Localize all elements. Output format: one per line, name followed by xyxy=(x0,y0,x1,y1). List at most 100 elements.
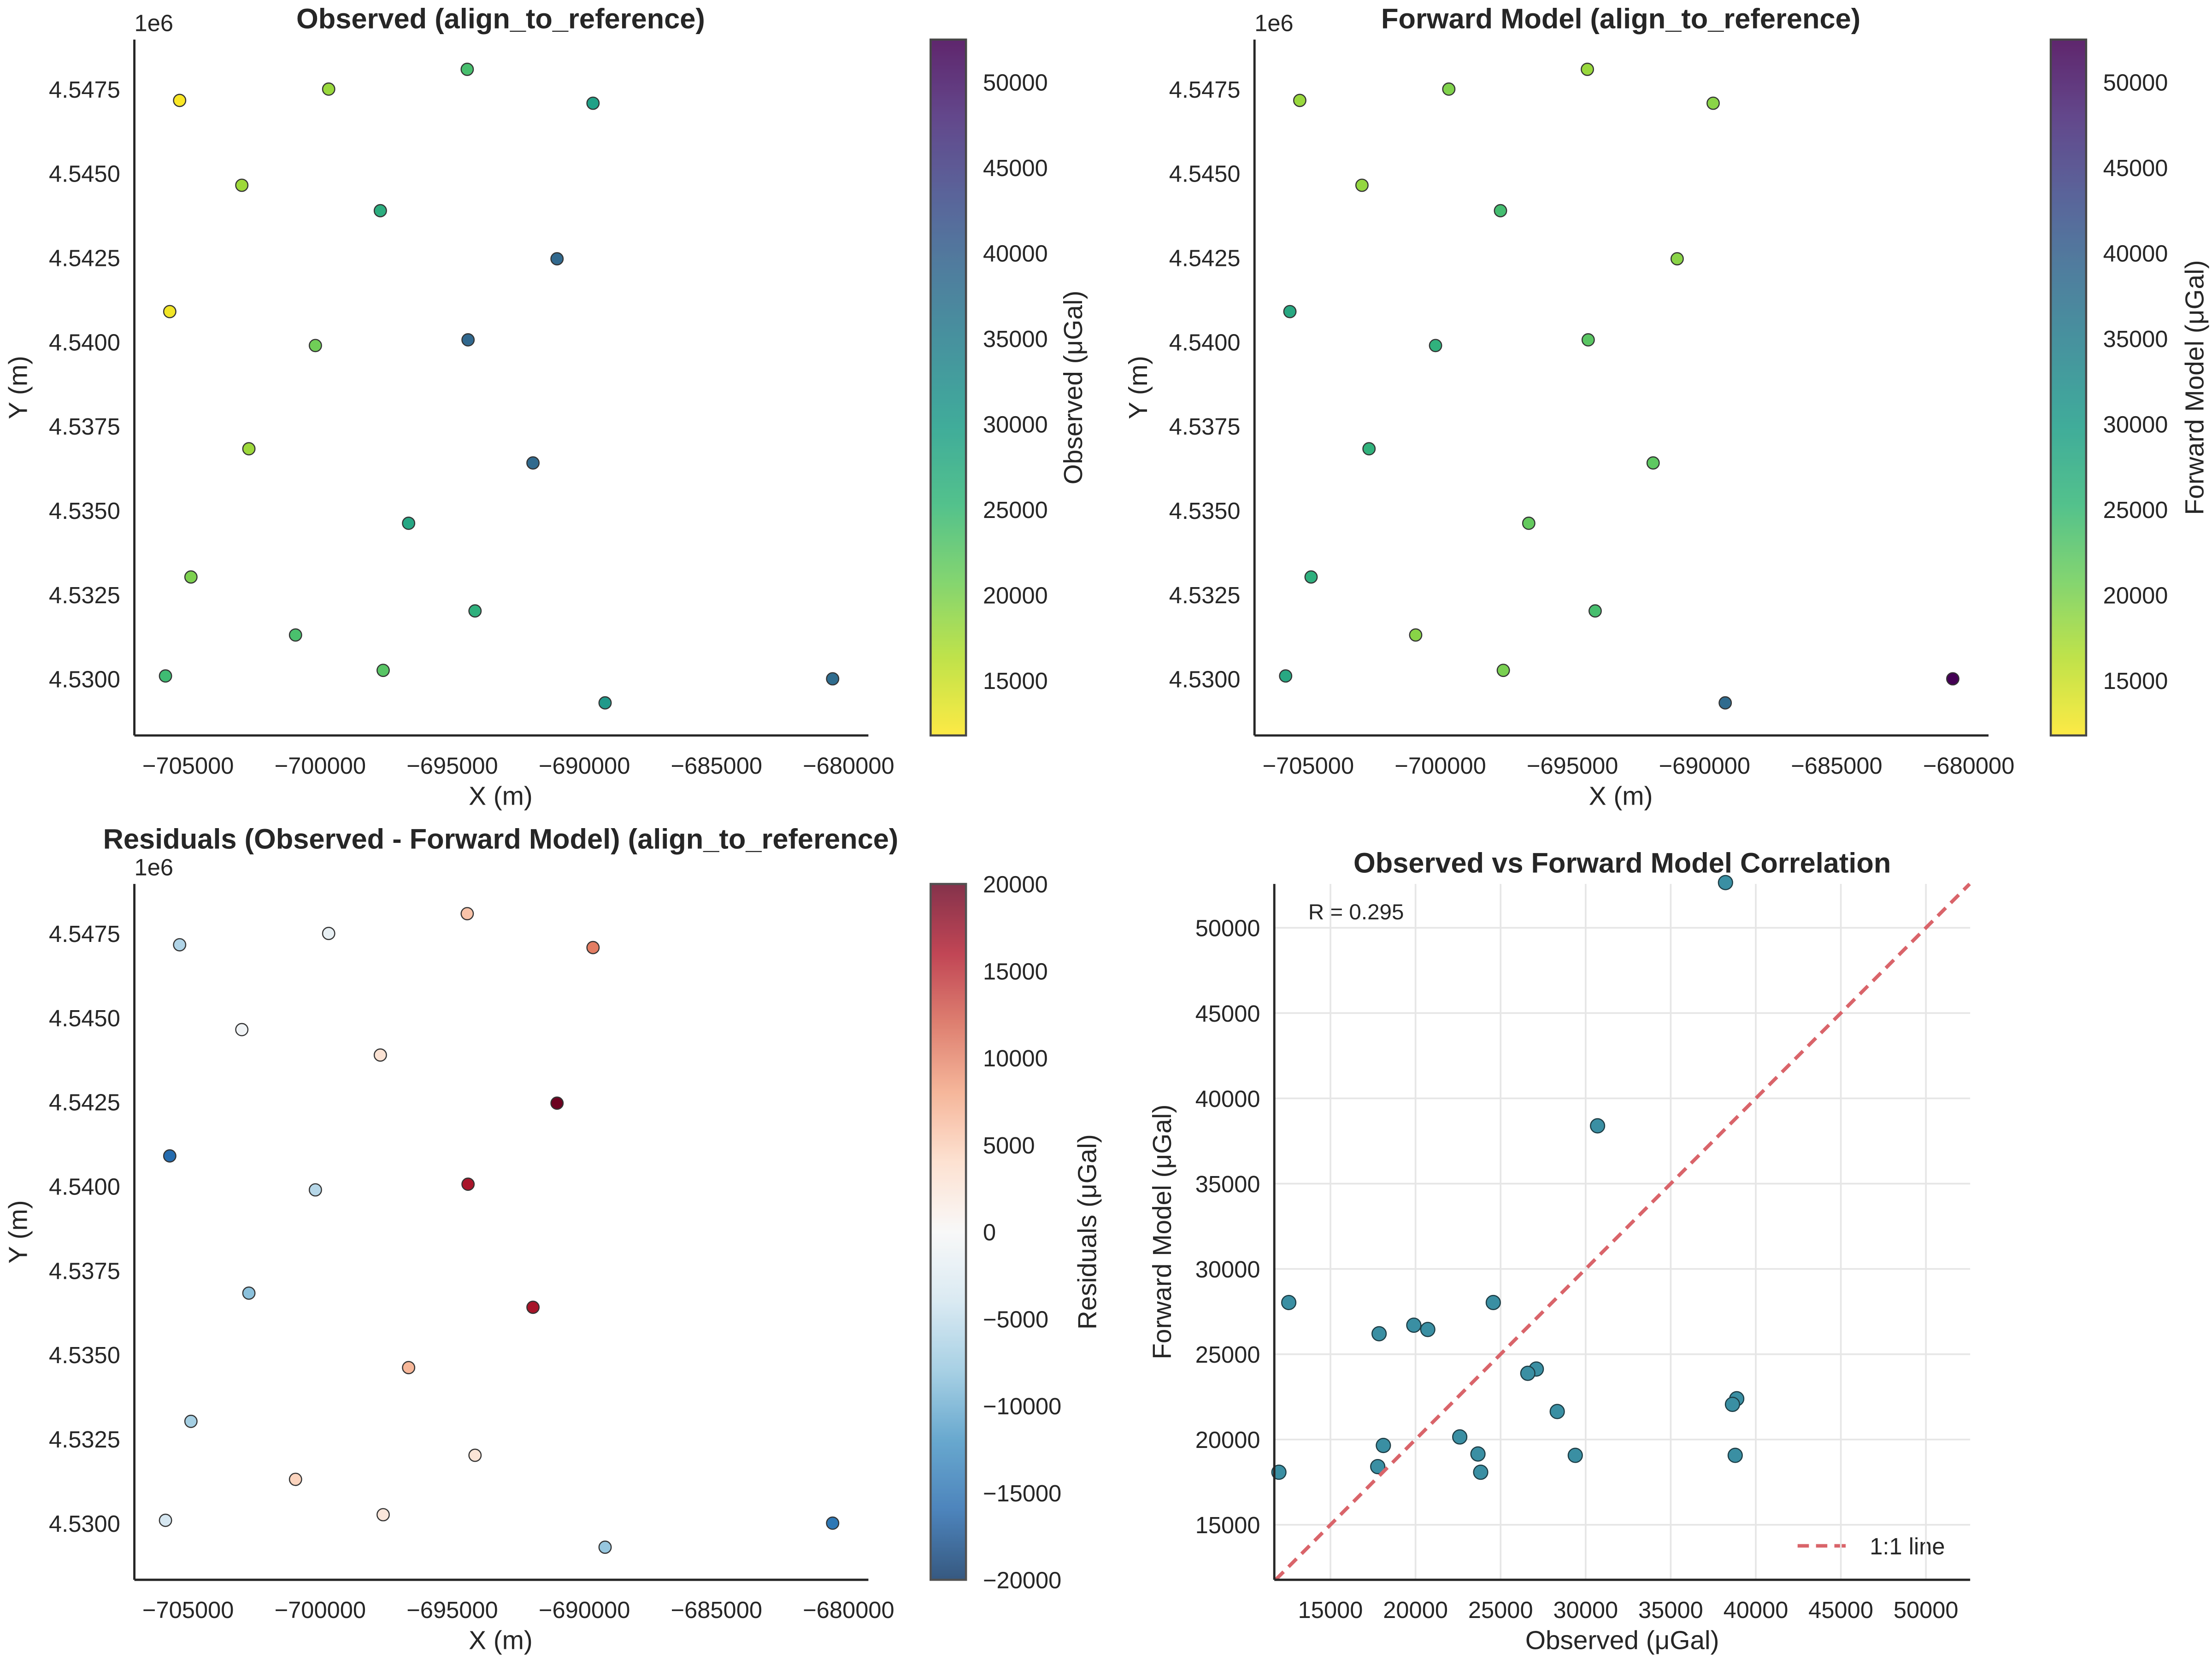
station-point xyxy=(1581,333,1595,347)
colorbar-tick-label: 35000 xyxy=(983,326,1048,352)
correlation-point xyxy=(1281,1294,1297,1311)
station-point xyxy=(402,1361,416,1375)
colorbar-tick-label: 25000 xyxy=(983,497,1048,523)
station-point xyxy=(1304,570,1318,584)
x-tick-label: 50000 xyxy=(1894,1597,1959,1623)
station-point xyxy=(461,333,475,347)
y-tick-label: 4.5425 xyxy=(49,1089,120,1116)
station-point xyxy=(586,941,600,954)
x-tick-label: −680000 xyxy=(803,753,894,779)
x-tick-label: −700000 xyxy=(275,1597,366,1623)
y-tick-label: 15000 xyxy=(1195,1512,1260,1538)
colorbar-tick-label: −15000 xyxy=(983,1480,1061,1506)
colorbar-tick-label: 30000 xyxy=(983,411,1048,437)
colorbar-tick-label: 15000 xyxy=(983,668,1048,694)
station-point xyxy=(159,669,172,683)
x-tick-label: 25000 xyxy=(1468,1597,1533,1623)
correlation-point xyxy=(1590,1118,1606,1134)
station-point xyxy=(163,305,176,318)
x-tick-label: −705000 xyxy=(142,753,234,779)
station-point xyxy=(526,1300,540,1314)
ylabel-forward: Y (m) xyxy=(1124,356,1153,419)
y-offset-forward: 1e6 xyxy=(1254,10,1293,36)
station-point xyxy=(1279,669,1293,683)
colorbar-tick-label: 40000 xyxy=(983,240,1048,266)
colorbar-tick-label: 15000 xyxy=(2103,668,2168,694)
station-point xyxy=(1293,94,1306,107)
station-point xyxy=(308,1183,322,1197)
station-point xyxy=(1522,517,1535,530)
station-point xyxy=(1429,339,1442,353)
colorbar-tick-label: 20000 xyxy=(983,582,1048,608)
xlabel-correlation: Observed (μGal) xyxy=(1525,1626,1719,1655)
colorbar-tick-label: 40000 xyxy=(2103,240,2168,266)
colorbar-tick-label: 50000 xyxy=(2103,69,2168,95)
x-tick-label: 35000 xyxy=(1638,1597,1703,1623)
station-point xyxy=(184,1414,198,1428)
y-tick-label: 4.5375 xyxy=(1169,413,1241,440)
y-tick-label: 4.5400 xyxy=(49,329,120,355)
station-point xyxy=(1283,305,1297,318)
correlation-point xyxy=(1567,1447,1583,1463)
station-point xyxy=(826,672,840,686)
station-point xyxy=(460,62,474,76)
y-tick-label: 4.5350 xyxy=(1169,498,1241,524)
plot-area-residuals xyxy=(134,884,869,1580)
correlation-point xyxy=(1549,1404,1565,1419)
x-tick-label: −695000 xyxy=(406,753,498,779)
station-point xyxy=(550,252,564,266)
y-tick-label: 40000 xyxy=(1195,1086,1260,1112)
station-point xyxy=(402,517,416,530)
station-point xyxy=(526,456,540,470)
station-point xyxy=(468,1448,482,1462)
x-tick-label: −690000 xyxy=(1659,753,1750,779)
ylabel-correlation: Forward Model (μGal) xyxy=(1148,1105,1177,1359)
correlation-point xyxy=(1420,1322,1435,1337)
x-tick-label: −685000 xyxy=(671,753,763,779)
station-point xyxy=(1355,178,1369,192)
station-point xyxy=(173,94,187,107)
y-tick-label: 4.5450 xyxy=(49,1005,120,1031)
colorbar-tick-label: 35000 xyxy=(2103,326,2168,352)
x-tick-label: −695000 xyxy=(1527,753,1618,779)
station-point xyxy=(173,938,187,952)
x-tick-label: −685000 xyxy=(671,1597,763,1623)
correlation-point xyxy=(1371,1326,1387,1341)
colorbar-forward xyxy=(2049,38,2088,737)
station-point xyxy=(598,696,612,710)
y-tick-label: 4.5425 xyxy=(1169,245,1241,271)
panel-title-correlation: Observed vs Forward Model Correlation xyxy=(1353,847,1891,879)
station-point xyxy=(159,1513,172,1527)
y-tick-label: 4.5350 xyxy=(49,1342,120,1368)
x-tick-label: −680000 xyxy=(1923,753,2015,779)
correlation-point xyxy=(1376,1438,1391,1453)
station-point xyxy=(163,1149,176,1163)
station-point xyxy=(235,1023,249,1036)
colorbar-label-observed: Observed (μGal) xyxy=(1059,291,1088,485)
correlation-point xyxy=(1485,1294,1501,1311)
correlation-point xyxy=(1724,1396,1741,1412)
station-point xyxy=(1718,696,1732,710)
station-point xyxy=(1646,456,1660,470)
colorbar-label-forward: Forward Model (μGal) xyxy=(2181,260,2210,515)
panel-title-observed: Observed (align_to_reference) xyxy=(296,3,705,35)
station-point xyxy=(1442,82,1456,96)
y-tick-label: 4.5450 xyxy=(1169,161,1241,187)
colorbar-tick-label: 5000 xyxy=(983,1132,1035,1159)
colorbar-tick-label: 45000 xyxy=(2103,155,2168,181)
station-point xyxy=(1581,62,1594,76)
station-point xyxy=(184,570,198,584)
y-tick-label: 4.5400 xyxy=(1169,329,1241,355)
station-point xyxy=(308,339,322,353)
colorbar-tick-label: 30000 xyxy=(2103,411,2168,437)
xlabel-forward: X (m) xyxy=(1589,782,1653,811)
colorbar-tick-label: 45000 xyxy=(983,155,1048,181)
station-point xyxy=(1588,604,1602,618)
plot-area-observed xyxy=(134,39,869,735)
y-tick-label: 4.5375 xyxy=(49,1258,120,1284)
x-tick-label: −695000 xyxy=(406,1597,498,1623)
colorbar-tick-label: 20000 xyxy=(983,871,1048,898)
station-point xyxy=(242,442,256,456)
correlation-point xyxy=(1406,1318,1422,1333)
